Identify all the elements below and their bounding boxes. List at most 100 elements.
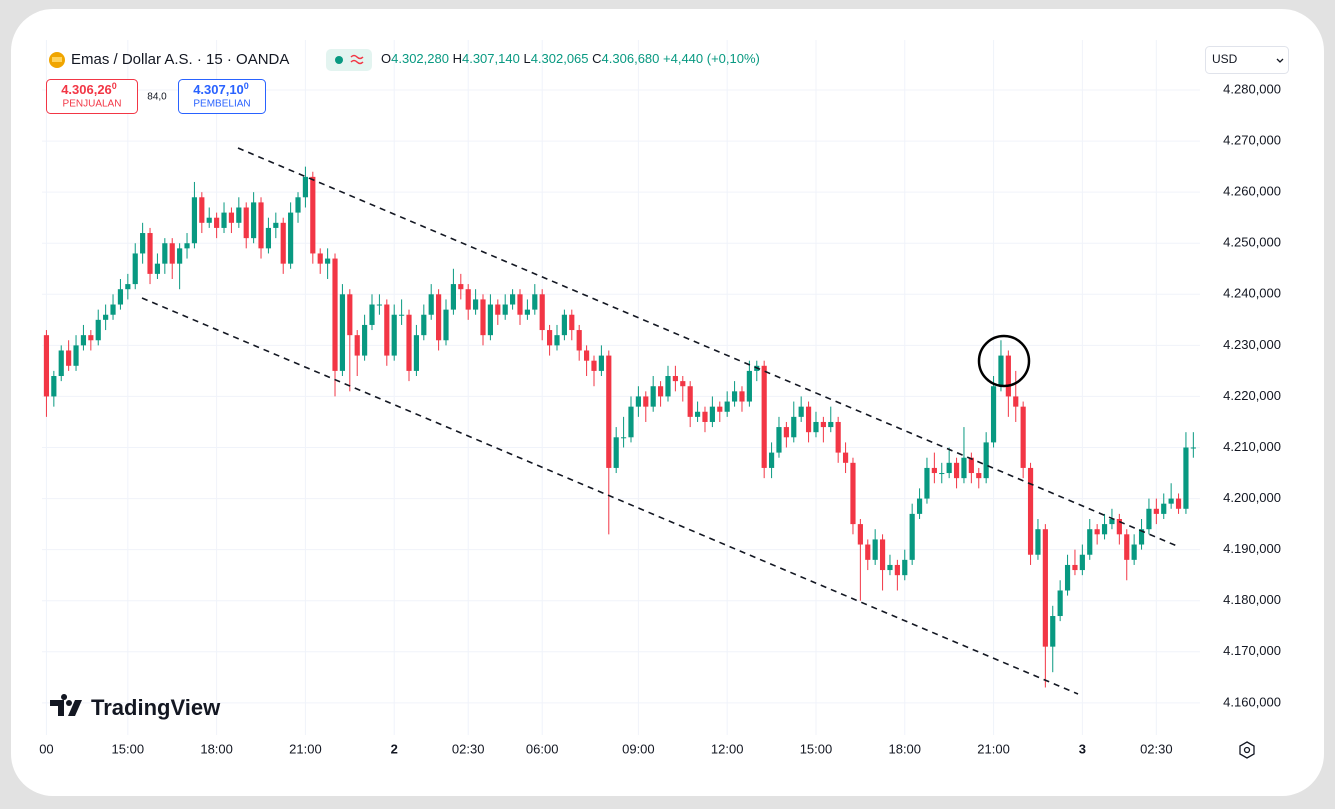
candle-body [502, 304, 508, 315]
candle-body [391, 314, 397, 356]
x-tick-label: 3 [1079, 741, 1086, 756]
candle-body [125, 284, 131, 290]
status-dot [335, 56, 343, 64]
ohlc-change: +4,440 (+0,10%) [663, 51, 760, 66]
candle-body [154, 263, 161, 274]
candle-body [1079, 554, 1085, 571]
ohlc-value: 4.307,140 [462, 51, 520, 66]
y-tick-label: 4.160,000 [1223, 694, 1281, 709]
candle-body [1183, 447, 1189, 509]
candle-body [95, 319, 101, 341]
candle-body [495, 304, 501, 315]
candle-body [376, 304, 383, 306]
candle-body [1064, 564, 1071, 591]
candle-body [510, 294, 516, 305]
candle-body [931, 467, 937, 474]
candle-body [332, 258, 338, 371]
candle-body [1050, 616, 1056, 647]
spread: 84,0 [147, 92, 167, 103]
currency-select[interactable] [1205, 46, 1289, 74]
candle-body [302, 176, 309, 198]
candle-body [428, 294, 434, 315]
candle-body [894, 564, 900, 576]
status-pill[interactable] [326, 49, 372, 71]
buy-price: 4.307,100 [193, 81, 249, 97]
candle-body [199, 197, 205, 223]
settings-icon-center [1243, 746, 1251, 754]
candle-body [243, 207, 249, 239]
candle-body [1035, 529, 1041, 555]
buy-button[interactable] [178, 79, 266, 114]
candle-body [258, 202, 264, 249]
candle-body [768, 452, 775, 468]
candle-body [214, 217, 220, 228]
candle-body [879, 539, 886, 571]
candle-body [621, 437, 627, 439]
candle-body [1087, 529, 1093, 555]
candle-body [643, 396, 649, 407]
sell-button[interactable] [46, 79, 138, 114]
candle-body [458, 284, 464, 290]
candle-body [1109, 518, 1115, 525]
candle-body [887, 564, 893, 571]
candle-body [865, 544, 871, 560]
candle-body [635, 396, 641, 407]
candle-body [961, 457, 967, 479]
candle-body [1042, 529, 1048, 647]
candle-body [953, 462, 960, 479]
candle-body [524, 309, 530, 315]
ohlc-key: L [523, 51, 530, 66]
buy-label: PEMBELIAN [193, 99, 250, 110]
sell-price-sup: 0 [112, 81, 117, 91]
sell-price-main: 4.306,26 [61, 82, 112, 97]
candle-body [709, 406, 715, 422]
candle-body [1116, 518, 1122, 535]
y-tick-label: 4.250,000 [1223, 235, 1281, 250]
candle-body [347, 294, 353, 336]
candle-body [739, 391, 745, 402]
candle-body [547, 330, 553, 346]
y-tick-label: 4.190,000 [1223, 541, 1281, 556]
candle-body [850, 462, 856, 525]
settings-icon[interactable] [1239, 741, 1255, 759]
y-tick-label: 4.270,000 [1223, 133, 1281, 148]
candle-body [828, 421, 834, 428]
candle-body [487, 304, 493, 336]
status-icon [350, 54, 364, 65]
candle-body [310, 176, 316, 254]
candle-body [436, 294, 442, 341]
candle-body [694, 411, 701, 417]
candle-body [517, 294, 523, 315]
candle-body [1057, 590, 1063, 617]
candle-body [399, 314, 405, 316]
symbol-title[interactable]: Emas / Dollar A.S. · 15 · OANDA [71, 51, 289, 68]
candle-body [761, 365, 767, 468]
candle-body [672, 376, 678, 382]
candle-body [680, 381, 686, 387]
x-tick-label: 06:00 [526, 741, 559, 756]
candle-body [465, 289, 471, 310]
candle-body [591, 360, 597, 371]
trend-line-lower [141, 297, 1079, 695]
candle-body [480, 299, 486, 336]
candle-body [857, 524, 863, 545]
candle-body [288, 212, 294, 264]
candle-body [968, 457, 974, 474]
candle-body [916, 498, 923, 514]
candle-body [51, 376, 57, 397]
candle-body [236, 207, 242, 223]
candle-body [325, 258, 331, 264]
candle-body [946, 462, 952, 474]
candle-body [532, 294, 538, 310]
candle-body [110, 304, 116, 315]
candle-body [650, 386, 656, 407]
candle-body [746, 370, 752, 402]
candle-body [413, 335, 419, 371]
y-tick-label: 4.210,000 [1223, 439, 1281, 454]
ohlc-legend: O4.302,280 H4.307,140 L4.302,065 C4.306,… [381, 51, 760, 66]
x-tick-label: 12:00 [711, 741, 744, 756]
candle-body [783, 427, 789, 438]
y-tick-label: 4.180,000 [1223, 592, 1281, 607]
candle-body [990, 386, 997, 443]
candle-body [354, 335, 360, 356]
